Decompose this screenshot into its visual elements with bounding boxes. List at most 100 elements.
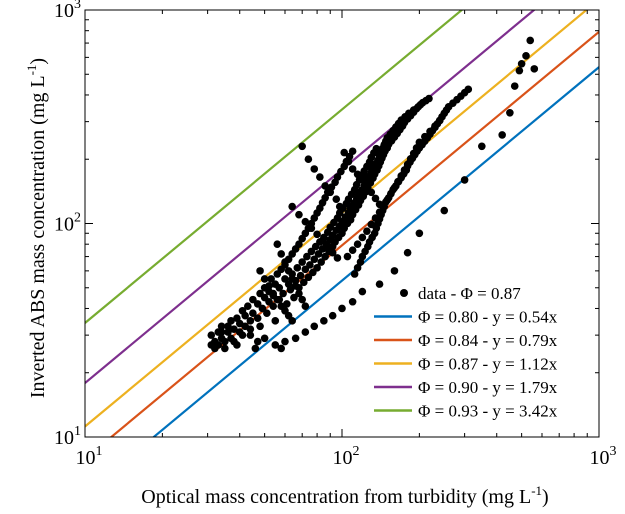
y-tick-label: 102 — [54, 211, 81, 236]
data-point — [291, 282, 300, 290]
data-point — [318, 236, 327, 245]
data-point — [301, 217, 310, 226]
data-point — [498, 131, 506, 139]
data-point — [251, 344, 260, 353]
data-point — [298, 142, 306, 151]
data-point — [275, 283, 284, 292]
data-point — [515, 66, 524, 75]
data-point — [241, 311, 249, 320]
data-point — [440, 206, 449, 215]
data-point — [323, 242, 332, 251]
data-point — [253, 314, 262, 323]
data-point — [353, 170, 362, 179]
data-point — [221, 337, 229, 346]
data-point — [291, 334, 300, 343]
legend-marker-data — [400, 289, 408, 297]
x-tick-label: 102 — [333, 444, 360, 469]
data-point — [246, 331, 255, 339]
y-tick-label: 101 — [54, 424, 81, 449]
data-point — [526, 36, 535, 45]
data-point — [400, 166, 409, 174]
x-axis-label-sup: -1 — [531, 483, 542, 498]
data-point — [273, 240, 282, 248]
legend-label-4: Φ = 0.90 - y = 1.79x — [418, 378, 558, 397]
data-point — [375, 208, 384, 216]
data-point — [303, 252, 311, 261]
data-point — [256, 322, 264, 331]
data-point — [421, 132, 429, 141]
data-point — [353, 264, 362, 272]
data-point — [353, 240, 362, 248]
data-point — [510, 82, 519, 90]
data-point — [415, 229, 424, 238]
data-point — [321, 182, 329, 190]
data-point — [328, 248, 337, 257]
data-point — [478, 142, 486, 151]
data-point — [371, 194, 380, 203]
fit-line-5 — [85, 10, 464, 324]
data-point — [333, 254, 342, 262]
data-point — [310, 322, 319, 331]
data-point — [326, 188, 335, 197]
data-point — [233, 341, 241, 349]
data-point — [249, 295, 257, 304]
data-point — [348, 147, 357, 156]
axis-ticks: 101 102 103 101 102 103 — [54, 0, 617, 469]
data-point — [293, 264, 302, 272]
legend: data - Φ = 0.87 Φ = 0.80 - y = 0.54x Φ = 0… — [374, 280, 595, 427]
data-point — [367, 188, 376, 197]
legend-label-3: Φ = 0.87 - y = 1.12x — [418, 355, 558, 374]
data-point — [265, 282, 273, 290]
data-point — [358, 233, 367, 242]
data-point — [310, 165, 319, 173]
data-point — [288, 317, 296, 325]
data-point — [296, 271, 305, 280]
data-point — [313, 230, 321, 239]
fit-line-1 — [152, 66, 599, 437]
data-point — [253, 300, 262, 308]
data-point — [340, 148, 349, 157]
data-point — [277, 344, 286, 353]
data-point — [317, 258, 326, 266]
data-point — [307, 224, 316, 233]
data-point — [253, 337, 262, 346]
data-point — [238, 331, 247, 339]
data-point — [464, 85, 473, 94]
legend-label-data: data - Φ = 0.87 — [418, 284, 521, 303]
data-point — [246, 325, 255, 333]
y-tick-label: 103 — [54, 0, 81, 22]
data-point — [269, 302, 278, 310]
data-point — [310, 255, 319, 264]
data-point — [328, 311, 337, 320]
data-point — [332, 195, 341, 203]
data-point — [301, 328, 310, 336]
data-point — [316, 173, 324, 181]
x-axis-label: Optical mass concentration from turbidit… — [141, 483, 548, 508]
data-point — [224, 322, 232, 331]
data-point — [363, 182, 371, 190]
data-point — [383, 196, 392, 204]
data-point — [358, 287, 367, 296]
data-point — [506, 108, 514, 117]
data-point — [426, 127, 434, 136]
data-point — [281, 258, 289, 266]
data-point — [394, 177, 402, 186]
data-point — [301, 302, 310, 310]
data-point — [304, 273, 313, 282]
data-point — [271, 317, 280, 325]
data-point — [333, 173, 342, 181]
data-point — [390, 183, 399, 192]
data-point — [224, 328, 232, 336]
y-axis-label: Inverted ABS mass concentration (mg L-1) — [24, 58, 49, 398]
data-point — [517, 59, 526, 68]
data-point — [304, 155, 313, 164]
data-point — [271, 341, 280, 349]
data-point — [281, 337, 289, 346]
data-point — [367, 220, 376, 229]
data-point — [403, 248, 412, 257]
data-point — [530, 65, 539, 73]
data-point — [217, 322, 226, 331]
data-point — [273, 295, 282, 304]
data-point — [221, 344, 229, 353]
